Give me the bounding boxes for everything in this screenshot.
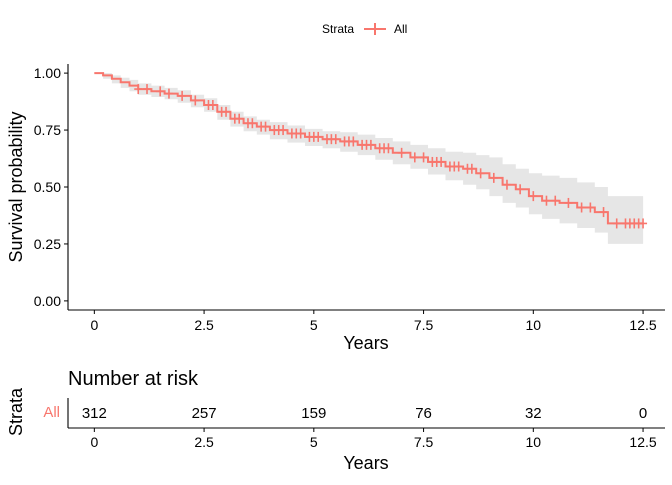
risk-table-values: 312 257 159 76 32 0 [82, 405, 647, 422]
y-axis-title: Survival probability [6, 111, 26, 262]
risk-x-tick-label: 5 [310, 434, 318, 450]
legend-title: Strata [322, 22, 354, 36]
survival-step-line [94, 72, 644, 225]
risk-x-tick-label: 0 [90, 434, 98, 450]
risk-x-tick-label: 2.5 [194, 434, 214, 450]
risk-table-x-ticks: 0 2.5 5 7.5 10 12.5 [90, 428, 657, 450]
risk-count: 0 [639, 405, 647, 422]
legend-key [364, 23, 386, 35]
legend: Strata All [322, 22, 407, 36]
risk-count: 159 [301, 405, 326, 422]
x-tick-label: 5 [310, 317, 318, 333]
confidence-band [94, 73, 644, 244]
risk-count: 312 [82, 405, 107, 422]
y-tick-label: 1.00 [34, 65, 61, 81]
censor-marks [134, 84, 648, 229]
risk-x-tick-label: 12.5 [629, 434, 656, 450]
risk-table-title: Number at risk [68, 368, 199, 390]
risk-count: 257 [192, 405, 217, 422]
x-axis-title: Years [343, 333, 388, 353]
y-tick-label: 0.75 [34, 122, 61, 138]
x-axis-ticks: 0 2.5 5 7.5 10 12.5 [90, 310, 657, 333]
y-axis-ticks: 0.00 0.25 0.50 0.75 1.00 [34, 65, 68, 309]
risk-table: Number at risk Strata All 312 257 159 76 32 0… [6, 368, 665, 473]
risk-x-tick-label: 7.5 [414, 434, 434, 450]
survival-plot: 0.00 0.25 0.50 0.75 1.00 0 2.5 5 7.5 10 12.5 Year… [6, 64, 665, 353]
risk-x-tick-label: 10 [526, 434, 542, 450]
risk-table-row-label: All [43, 404, 60, 421]
risk-table-y-title: Strata [6, 387, 26, 436]
x-tick-label: 7.5 [414, 317, 434, 333]
risk-count: 32 [525, 405, 542, 422]
x-tick-label: 2.5 [194, 317, 214, 333]
confidence-band-area [94, 73, 644, 244]
legend-label: All [394, 22, 407, 36]
risk-count: 76 [415, 405, 432, 422]
x-tick-label: 10 [526, 317, 542, 333]
y-tick-label: 0.00 [34, 293, 61, 309]
y-tick-label: 0.25 [34, 236, 61, 252]
x-tick-label: 12.5 [629, 317, 656, 333]
y-tick-label: 0.50 [34, 179, 61, 195]
survival-curve [94, 72, 644, 225]
x-tick-label: 0 [90, 317, 98, 333]
risk-table-x-title: Years [343, 453, 388, 473]
